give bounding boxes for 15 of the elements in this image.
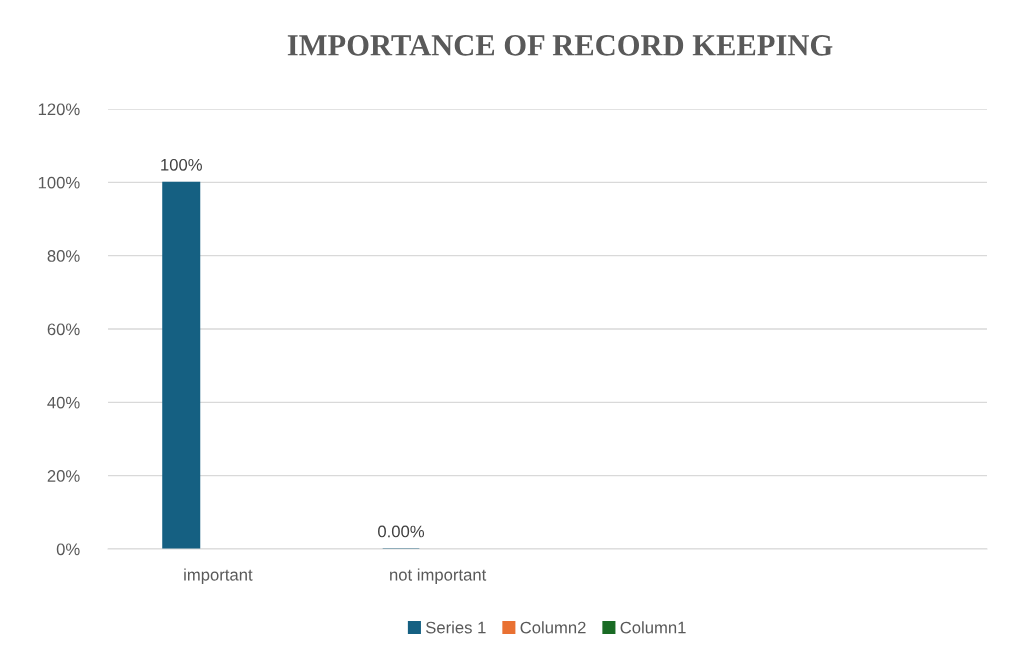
data-label: 100%	[161, 158, 202, 171]
y-tick-label: 120%	[38, 103, 80, 116]
y-tick-label: 0%	[56, 543, 80, 556]
y-tick-label: 60%	[47, 323, 80, 336]
y-tick-label: 100%	[38, 176, 80, 189]
legend-label: Series 1	[425, 621, 486, 634]
y-tick-label: 20%	[47, 470, 80, 482]
data-label: 0.00%	[378, 525, 425, 538]
y-tick-label: 40%	[47, 396, 80, 409]
x-tick-label: important	[184, 568, 253, 584]
chart-title: IMPORTANCE OF RECORD KEEPING	[287, 35, 833, 56]
y-tick-label: 80%	[47, 250, 80, 262]
x-tick-label: not important	[390, 568, 487, 584]
legend-label: Column1	[620, 621, 686, 634]
legend-label: Column2	[520, 621, 586, 634]
